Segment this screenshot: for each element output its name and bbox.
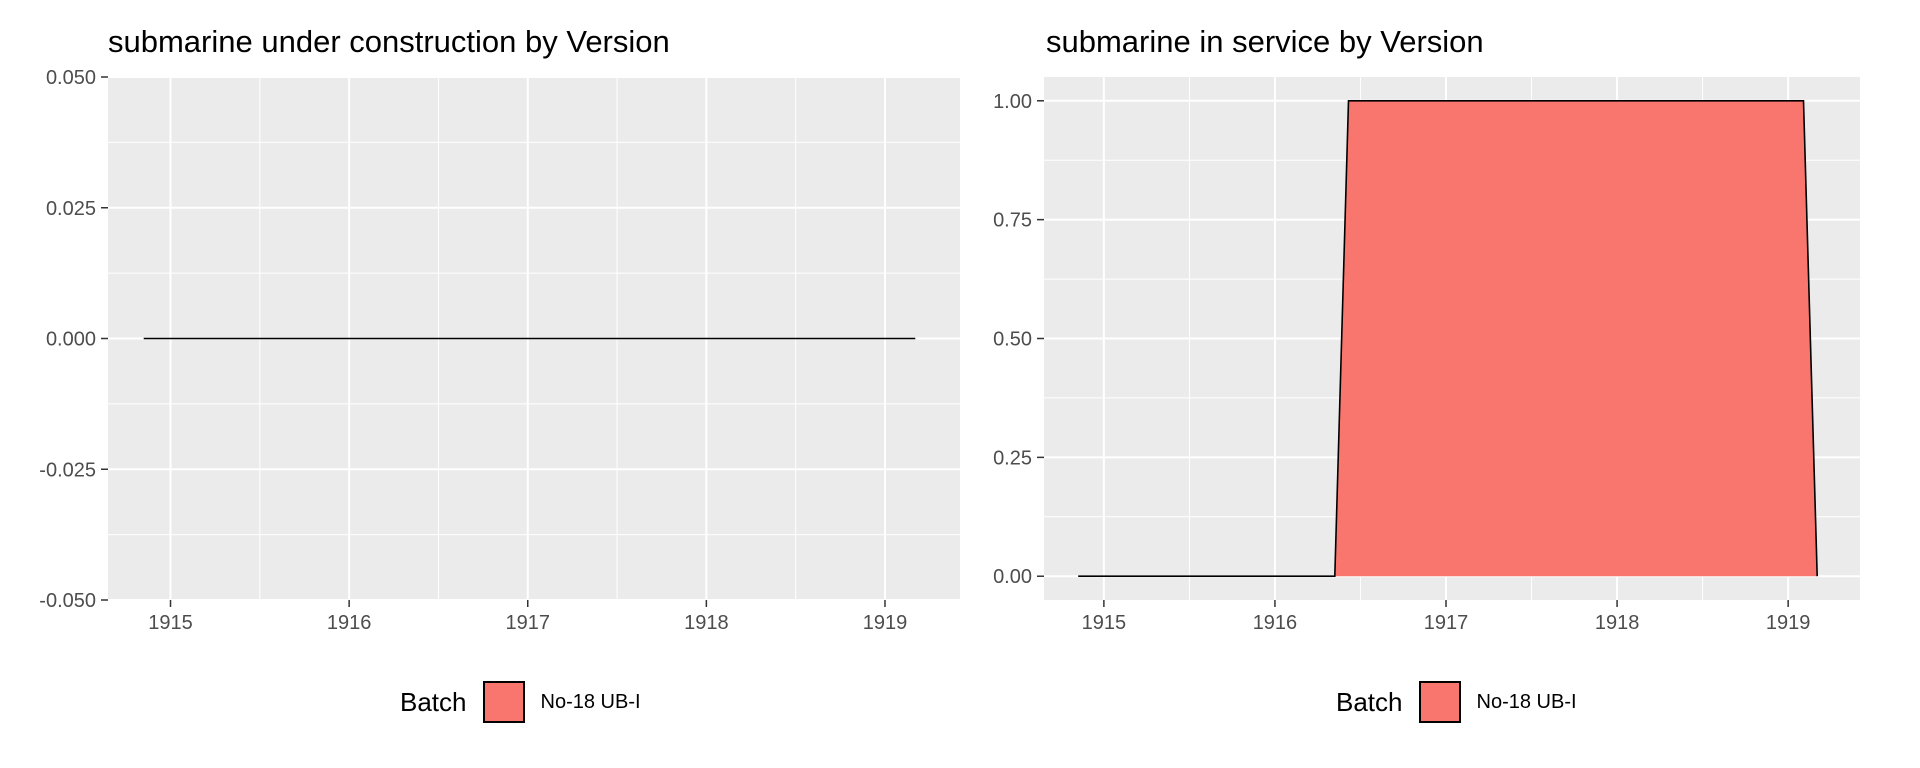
- x-tick-label: 1915: [148, 612, 193, 634]
- x-tick-label: 1915: [1082, 612, 1127, 634]
- chart-panel-in-service: 0.00 0.25 0.50 0.75 1.00 1915 1916 1917 1918 1919…: [938, 0, 1898, 768]
- x-tick-label: 1918: [1595, 612, 1640, 634]
- x-tick-label: 1917: [1424, 612, 1469, 634]
- chart-panel-under-construction: -0.050 -0.025 0.000 0.025 0.050 1915 1916 1917 1…: [39, 24, 960, 726]
- legend: Batch No-18 UB-I: [1336, 678, 1577, 726]
- series-outline: [1078, 100, 1818, 578]
- chart-under-construction: -0.050 -0.025 0.000 0.025 0.050 1915 1916 1917 1…: [39, 67, 960, 634]
- legend-title: Batch: [1336, 686, 1403, 717]
- y-tick-label: 0.00: [993, 566, 1032, 588]
- x-tick-label: 1919: [863, 612, 908, 634]
- series-area: [1078, 100, 1818, 577]
- y-tick-label: 1.00: [993, 91, 1032, 113]
- legend-key-swatch: [1418, 681, 1461, 723]
- y-tick-label: -0.025: [39, 459, 96, 481]
- y-tick-label: -0.050: [39, 590, 96, 612]
- chart-in-service: 0.00 0.25 0.50 0.75 1.00 1915 1916 1917 1918 1919: [993, 77, 1860, 634]
- legend-label: No-18 UB-I: [1476, 690, 1577, 713]
- y-tick-label: 0.050: [46, 67, 96, 89]
- y-tick-label: 0.25: [993, 447, 1032, 469]
- x-tick-label: 1919: [1766, 612, 1811, 634]
- y-tick-label: 0.025: [46, 198, 96, 220]
- chart-title: submarine in service by Version: [1046, 24, 1484, 59]
- x-tick-label: 1918: [684, 612, 729, 634]
- legend: Batch No-18 UB-I: [400, 678, 641, 726]
- legend-label: No-18 UB-I: [540, 690, 641, 713]
- y-tick-label: 0.50: [993, 329, 1032, 351]
- x-tick-label: 1917: [505, 612, 550, 634]
- chart-title: submarine under construction by Version: [108, 24, 670, 59]
- legend-title: Batch: [400, 686, 467, 717]
- x-tick-label: 1916: [327, 612, 372, 634]
- y-tick-label: 0.000: [46, 329, 96, 351]
- x-tick-label: 1916: [1253, 612, 1298, 634]
- legend-key-swatch: [482, 681, 525, 723]
- y-tick-label: 0.75: [993, 210, 1032, 232]
